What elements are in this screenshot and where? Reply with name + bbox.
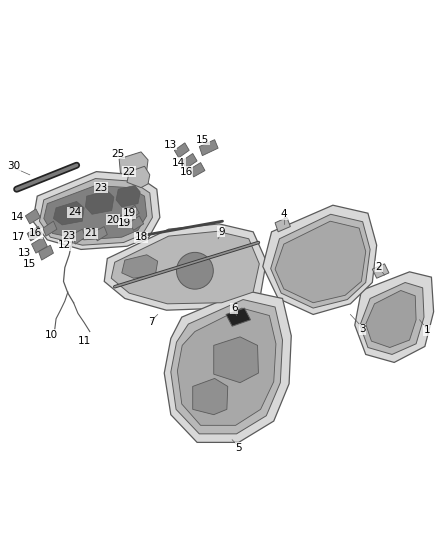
Polygon shape	[372, 264, 389, 278]
Polygon shape	[72, 229, 85, 244]
Text: 15: 15	[196, 135, 209, 144]
Polygon shape	[116, 185, 140, 207]
Text: 7: 7	[148, 318, 155, 327]
Text: 11: 11	[78, 336, 91, 346]
Text: 24: 24	[68, 207, 81, 217]
Text: 17: 17	[12, 232, 25, 242]
Text: 23: 23	[94, 183, 107, 192]
Text: 23: 23	[63, 231, 76, 240]
Text: 16: 16	[180, 167, 193, 176]
Polygon shape	[174, 143, 189, 158]
Text: 15: 15	[23, 259, 36, 269]
Polygon shape	[122, 255, 158, 278]
Polygon shape	[199, 140, 218, 156]
Text: 3: 3	[359, 325, 366, 334]
Polygon shape	[366, 290, 416, 348]
Polygon shape	[27, 227, 42, 241]
Polygon shape	[85, 191, 114, 214]
Polygon shape	[189, 163, 205, 177]
Text: 10: 10	[45, 330, 58, 340]
Text: 9: 9	[218, 227, 225, 237]
Polygon shape	[33, 172, 160, 249]
Circle shape	[177, 252, 213, 289]
Polygon shape	[43, 221, 57, 236]
Polygon shape	[263, 205, 377, 314]
Polygon shape	[119, 152, 148, 175]
Polygon shape	[39, 245, 53, 260]
Text: 13: 13	[163, 140, 177, 150]
Text: 13: 13	[18, 248, 31, 258]
Text: 5: 5	[235, 443, 242, 453]
Polygon shape	[177, 308, 276, 425]
Polygon shape	[111, 231, 259, 304]
Polygon shape	[275, 217, 290, 232]
Polygon shape	[25, 209, 40, 224]
Text: 19: 19	[118, 218, 131, 228]
Polygon shape	[104, 224, 266, 310]
Text: 12: 12	[58, 240, 71, 250]
Polygon shape	[164, 290, 291, 442]
Polygon shape	[32, 237, 47, 253]
Text: 2: 2	[375, 262, 382, 271]
Text: 22: 22	[123, 167, 136, 176]
Polygon shape	[39, 179, 152, 245]
Polygon shape	[94, 227, 107, 241]
Polygon shape	[182, 154, 197, 168]
Polygon shape	[53, 201, 84, 225]
Text: 14: 14	[172, 158, 185, 167]
Polygon shape	[125, 205, 139, 220]
Polygon shape	[193, 378, 228, 415]
Text: 6: 6	[231, 303, 238, 313]
Polygon shape	[360, 282, 424, 354]
Polygon shape	[44, 185, 147, 240]
Polygon shape	[275, 221, 366, 303]
Text: 21: 21	[85, 229, 98, 238]
Text: 19: 19	[123, 208, 136, 218]
Text: 18: 18	[134, 232, 148, 242]
Text: 25: 25	[111, 149, 124, 158]
Polygon shape	[127, 166, 150, 188]
Polygon shape	[171, 300, 283, 434]
Polygon shape	[214, 337, 258, 383]
Text: 30: 30	[7, 161, 21, 171]
Text: 16: 16	[29, 229, 42, 238]
Polygon shape	[115, 213, 129, 228]
Polygon shape	[129, 216, 144, 230]
Polygon shape	[226, 308, 251, 326]
Text: 20: 20	[106, 215, 120, 224]
Text: 1: 1	[424, 326, 431, 335]
Polygon shape	[355, 272, 434, 362]
Text: 4: 4	[280, 209, 287, 219]
Polygon shape	[271, 214, 370, 308]
Text: 14: 14	[11, 213, 24, 222]
